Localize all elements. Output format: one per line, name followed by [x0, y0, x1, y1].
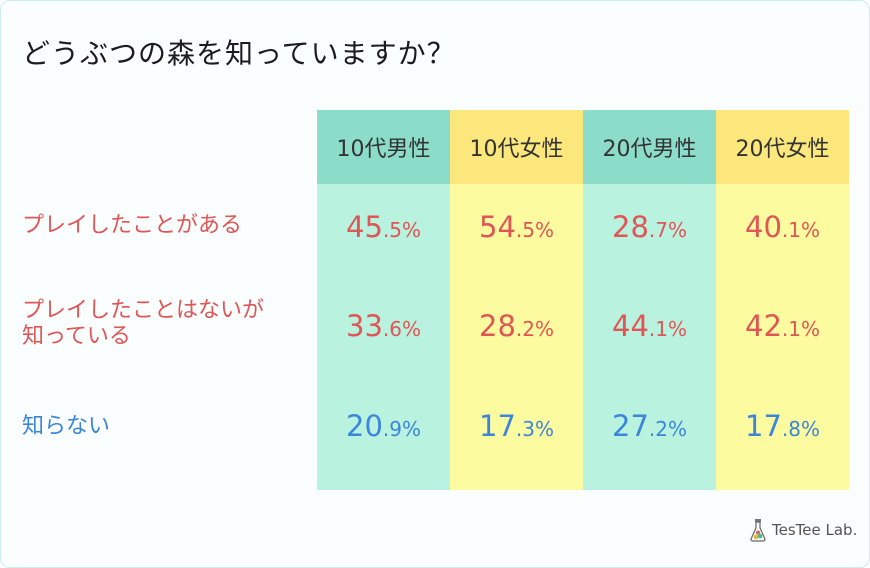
row-label-line: プレイしたことはないが	[22, 298, 265, 323]
value-dec: .3%	[515, 417, 554, 441]
value-int: 42	[745, 309, 782, 343]
value-int: 40	[745, 210, 782, 244]
logo-text: TesTee Lab.	[772, 521, 858, 539]
column-teen-male: 10代男性	[317, 110, 450, 490]
data-label: 28.2%	[450, 309, 583, 343]
value-int: 28	[479, 309, 516, 343]
column-teen-female: 10代女性	[450, 110, 583, 490]
value-int: 17	[745, 409, 782, 443]
value-dec: .1%	[648, 317, 687, 341]
value-dec: .2%	[648, 417, 687, 441]
column-header: 10代女性	[450, 110, 583, 184]
column-twenties-female: 20代女性	[716, 110, 849, 490]
value-int: 45	[346, 210, 383, 244]
value-dec: .8%	[781, 417, 820, 441]
data-label: 44.1%	[583, 309, 716, 343]
column-header: 20代女性	[716, 110, 849, 184]
column-header: 10代男性	[317, 110, 450, 184]
value-int: 44	[612, 309, 649, 343]
data-label: 45.5%	[317, 210, 450, 244]
row-label-know-not-played: プレイしたことはないが 知っている	[22, 298, 264, 351]
data-label: 40.1%	[716, 210, 849, 244]
row-label-line: 知っている	[22, 324, 131, 350]
data-label: 17.3%	[450, 409, 583, 443]
value-int: 54	[479, 210, 516, 244]
value-dec: .1%	[781, 218, 820, 242]
column-body	[317, 184, 450, 490]
data-label: 42.1%	[716, 309, 849, 343]
data-label: 28.7%	[583, 210, 716, 244]
value-dec: .7%	[648, 218, 687, 242]
column-twenties-male: 20代男性	[583, 110, 716, 490]
value-dec: .5%	[382, 218, 421, 242]
row-label-played: プレイしたことがある	[22, 213, 243, 238]
value-dec: .5%	[515, 218, 554, 242]
chart-title: どうぶつの森を知っていますか？	[22, 37, 456, 70]
column-body	[583, 184, 716, 490]
logo: TesTee Lab.	[750, 518, 857, 542]
value-int: 27	[612, 409, 649, 443]
value-dec: .6%	[382, 317, 421, 341]
row-label-dont-know: 知らない	[22, 414, 111, 439]
value-dec: .2%	[515, 317, 554, 341]
column-header: 20代男性	[583, 110, 716, 184]
value-int: 17	[479, 409, 516, 443]
flask-icon	[750, 519, 766, 542]
value-int: 33	[346, 309, 383, 343]
data-label: 20.9%	[317, 409, 450, 443]
data-label: 33.6%	[317, 309, 450, 343]
column-body	[716, 184, 849, 490]
value-int: 20	[346, 409, 383, 443]
value-dec: .1%	[781, 317, 820, 341]
value-dec: .9%	[382, 417, 421, 441]
data-label: 17.8%	[716, 409, 849, 443]
data-label: 27.2%	[583, 409, 716, 443]
column-body	[450, 184, 583, 490]
value-int: 28	[612, 210, 649, 244]
data-label: 54.5%	[450, 210, 583, 244]
